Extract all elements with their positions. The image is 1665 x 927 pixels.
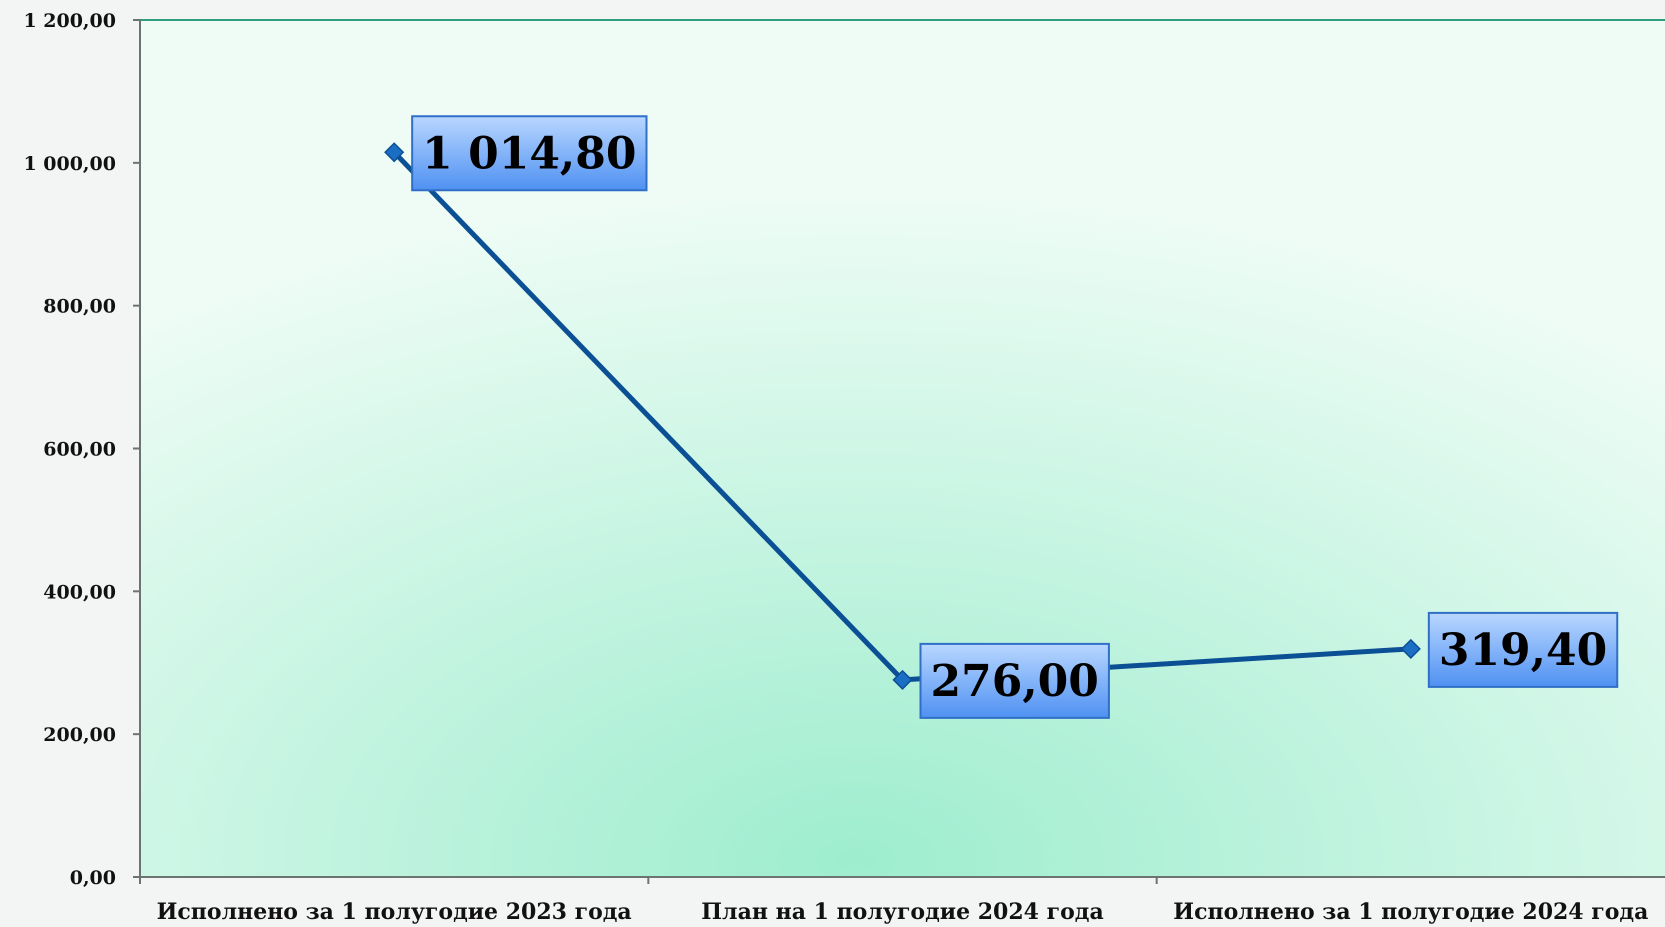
- y-tick-label: 600,00: [43, 439, 116, 461]
- y-tick-label: 1 200,00: [23, 10, 116, 32]
- data-label-text: 319,40: [1439, 625, 1607, 676]
- y-tick-label: 0,00: [70, 867, 116, 889]
- plot-area: [140, 20, 1665, 877]
- data-label: 1 014,80: [411, 115, 648, 192]
- y-tick-label: 1 000,00: [23, 153, 116, 175]
- data-label: 276,00: [919, 642, 1110, 719]
- data-label-box: [411, 115, 648, 192]
- x-category-label: План на 1 полугодие 2024 года: [701, 899, 1103, 925]
- y-tick-label: 200,00: [43, 724, 116, 746]
- data-label-text: 276,00: [931, 656, 1099, 707]
- data-label-text: 1 014,80: [422, 128, 636, 179]
- data-label: 319,40: [1427, 611, 1619, 688]
- y-tick-label: 800,00: [43, 296, 116, 318]
- data-point-marker: [892, 669, 913, 690]
- y-tick-label: 400,00: [43, 581, 116, 603]
- data-point-marker: [384, 142, 405, 163]
- data-point-marker: [1400, 638, 1421, 659]
- data-label-box: [919, 642, 1110, 719]
- data-label-box: [1427, 611, 1619, 688]
- x-category-label: Исполнено за 1 полугодие 2023 года: [157, 899, 632, 925]
- x-category-label: Исполнено за 1 полугодие 2024 года: [1173, 899, 1648, 925]
